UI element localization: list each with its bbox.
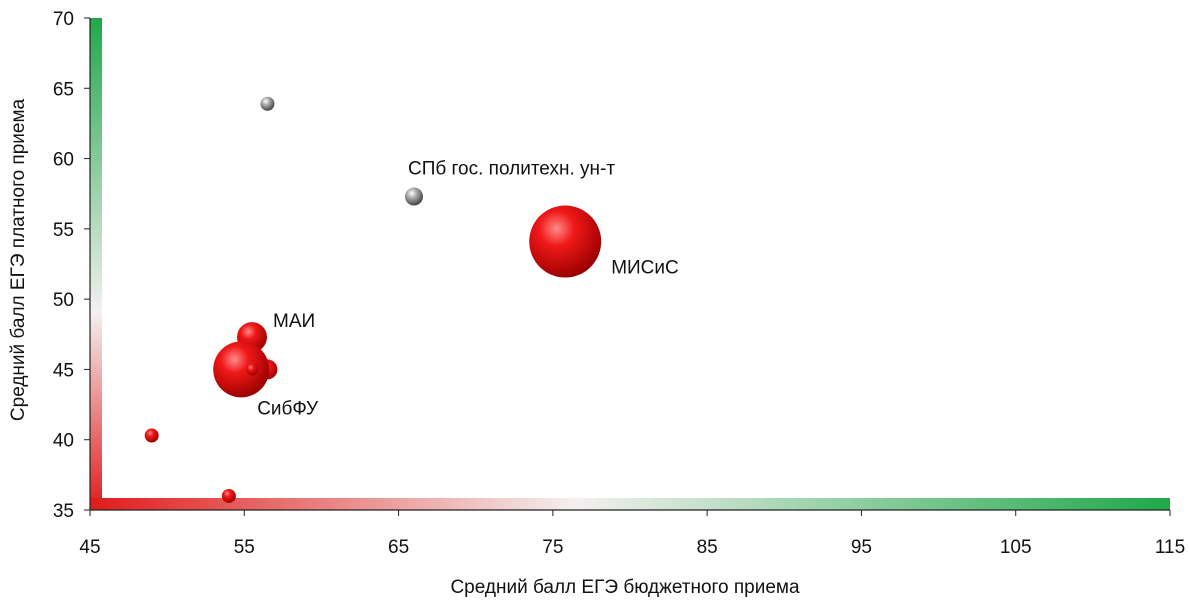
- y-ticks: 35 40 45 50 55 60 65 70: [53, 9, 90, 522]
- y-axis-title: Средний балл ЕГЭ платного приема: [8, 98, 29, 421]
- point-label: МАИ: [273, 311, 315, 332]
- bubble-2: [529, 205, 602, 278]
- y-tick-label: 40: [53, 431, 74, 452]
- point-label: СибФУ: [257, 398, 319, 419]
- y-tick-label: 55: [53, 220, 74, 241]
- y-tick-label: 65: [53, 79, 74, 100]
- point-labels: СПб гос. политехн. ун-т МИСиС МАИ СибФУ: [257, 159, 679, 420]
- bubble-7: [144, 428, 159, 443]
- point-label: СПб гос. политехн. ун-т: [408, 159, 615, 180]
- x-tick-label: 45: [79, 537, 100, 558]
- x-tick-label: 75: [542, 537, 563, 558]
- y-tick-label: 70: [53, 9, 74, 30]
- y-tick-label: 50: [53, 290, 74, 311]
- bubble-1: [405, 187, 423, 206]
- y-tick-label: 60: [53, 150, 74, 171]
- x-axis-bar: [90, 498, 1170, 510]
- x-tick-label: 105: [1000, 537, 1032, 558]
- bubble-0: [260, 96, 275, 111]
- x-tick-label: 55: [234, 537, 255, 558]
- x-tick-label: 115: [1155, 537, 1185, 558]
- x-ticks: 45 55 65 75 85 95 105 115: [79, 510, 1185, 558]
- y-axis-bar: [90, 18, 102, 510]
- bubble-8: [221, 488, 236, 503]
- y-tick-label: 35: [53, 501, 74, 522]
- x-tick-label: 85: [697, 537, 718, 558]
- x-tick-label: 65: [388, 537, 409, 558]
- x-tick-label: 95: [851, 537, 872, 558]
- axes: [89, 18, 1170, 511]
- y-tick-label: 45: [53, 360, 74, 381]
- bubble-5: [213, 341, 270, 398]
- bubble-6: [246, 363, 258, 376]
- bubbles: [144, 96, 602, 503]
- point-label: МИСиС: [611, 258, 679, 279]
- x-axis-title: Средний балл ЕГЭ бюджетного приема: [450, 577, 800, 598]
